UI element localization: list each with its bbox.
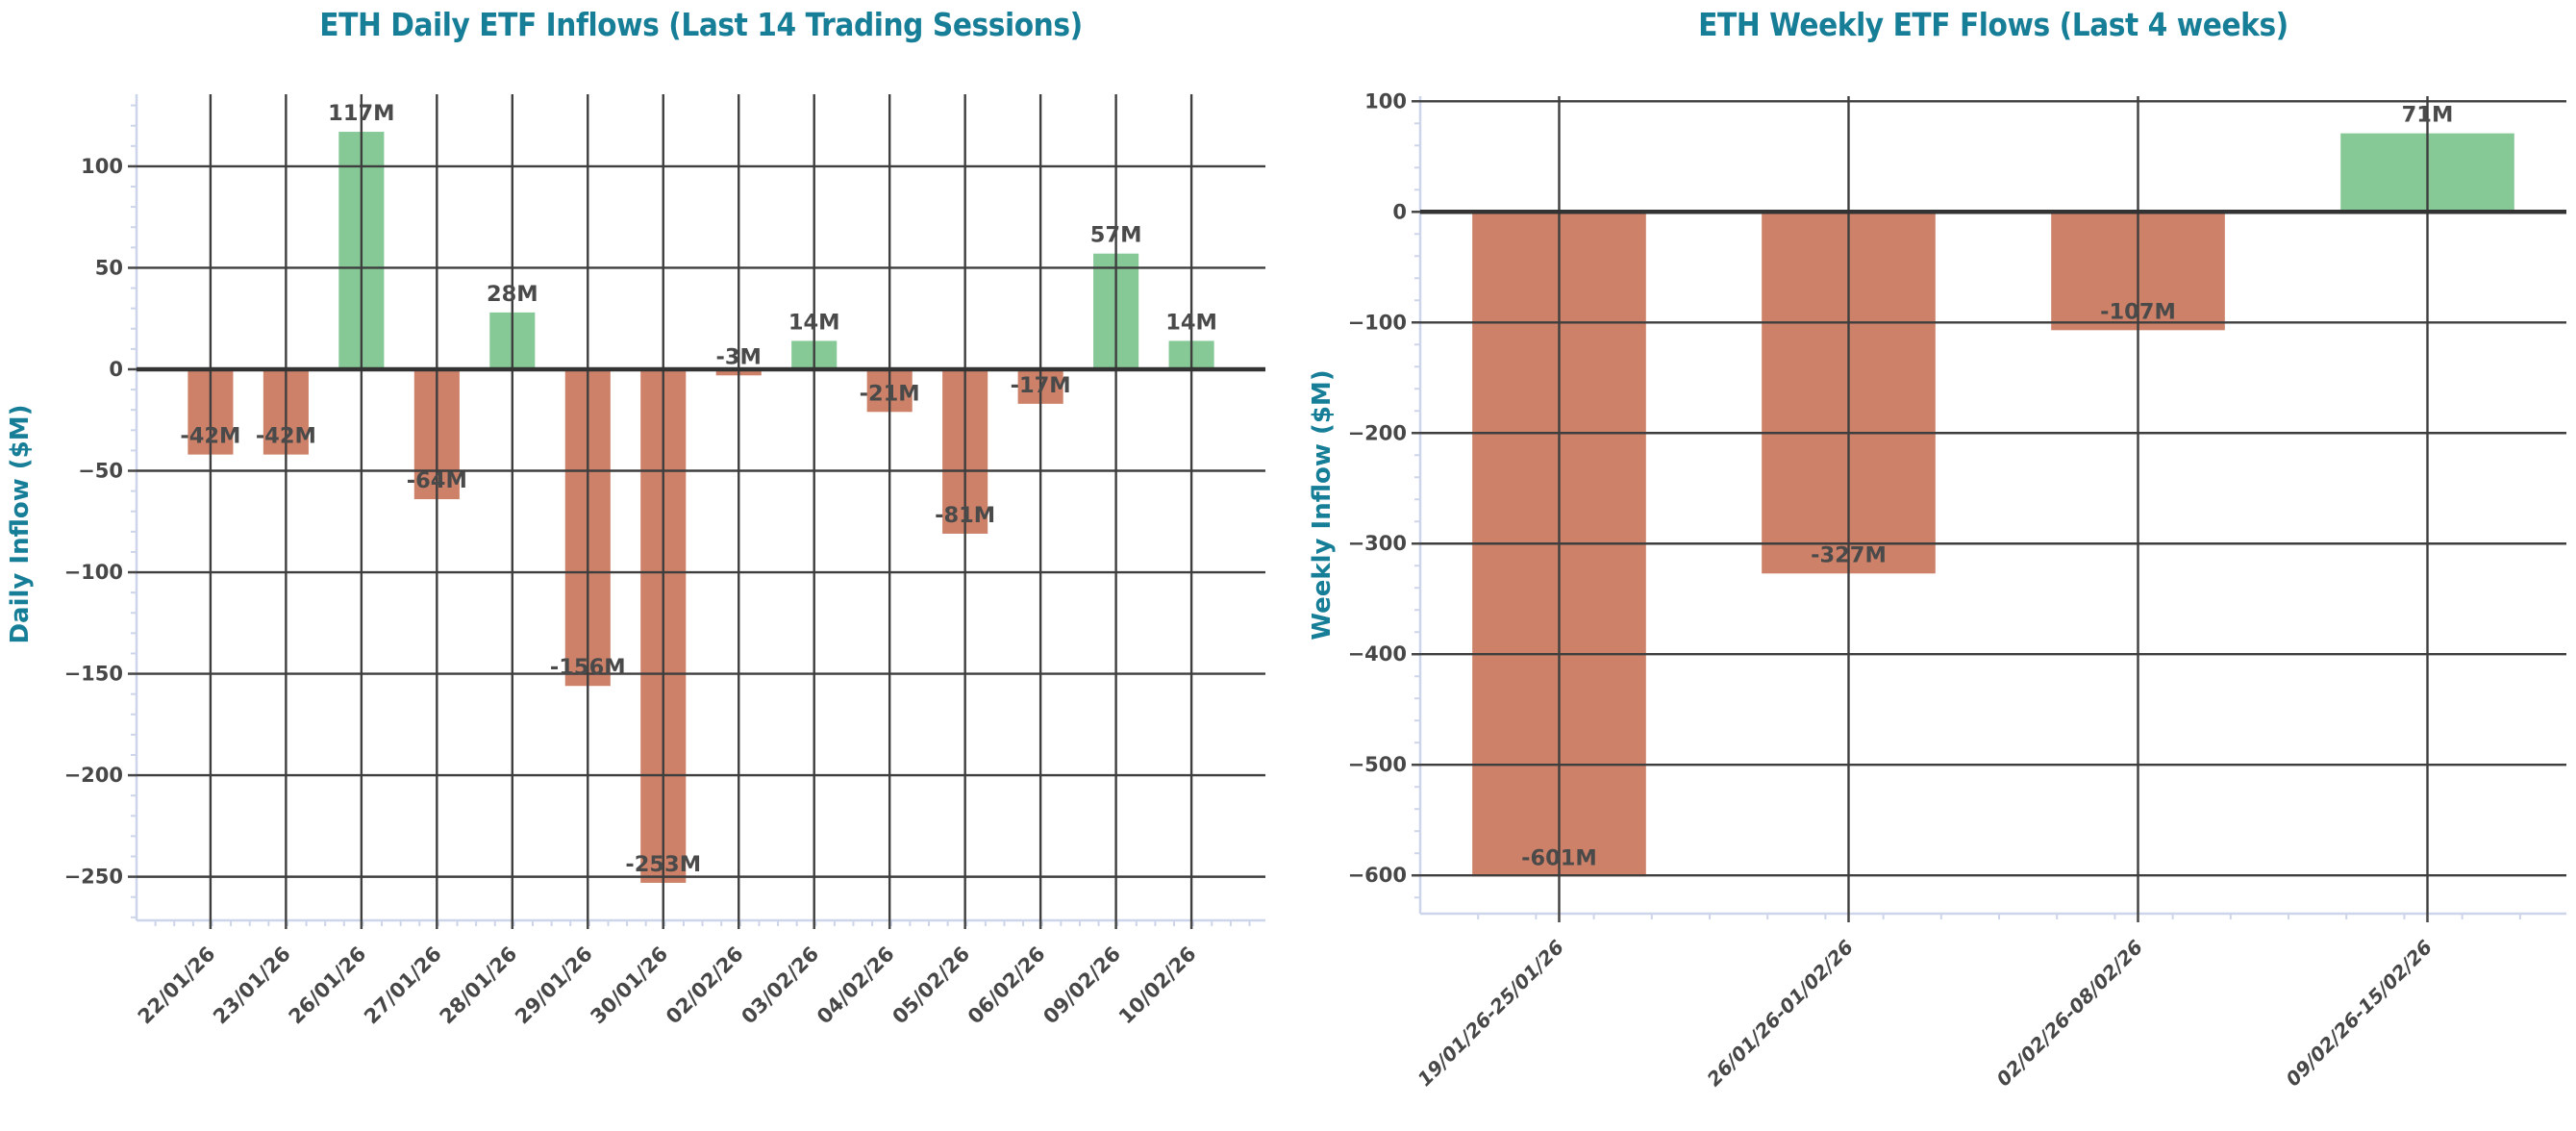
y-tick-label: −100 [1348,311,1407,334]
daily-y-axis-label: Daily Inflow ($M) [6,404,35,644]
bar-value-label: -42M [180,424,240,449]
bar-value-label: 14M [788,310,840,335]
y-tick-label: −500 [1348,753,1407,776]
x-tick-label: 09/02/26-15/02/26 [2281,936,2437,1092]
x-tick-label: 30/01/26 [586,942,672,1029]
y-tick-label: −200 [1348,421,1407,444]
x-tick-label: 02/02/26-08/02/26 [1991,936,2147,1092]
bar-value-label: -3M [716,344,762,369]
x-tick-label: 22/01/26 [134,942,220,1029]
y-tick-label: 100 [1364,89,1407,113]
x-tick-label: 23/01/26 [209,942,295,1029]
x-tick-label: 04/02/26 [813,942,899,1029]
bar-value-label: -81M [935,503,995,528]
x-tick-label: 10/02/26 [1114,942,1201,1029]
bar-value-label: 57M [1090,223,1142,248]
x-tick-label: 06/02/26 [963,942,1050,1029]
x-tick-label: 09/02/26 [1038,942,1125,1029]
y-tick-label: −200 [64,764,123,787]
y-tick-label: 50 [95,256,123,279]
bar-value-label: -107M [2100,299,2176,324]
y-tick-label: 0 [109,358,123,381]
x-tick-label: 03/02/26 [737,942,823,1029]
bar-value-label: -253M [625,852,701,877]
daily-chart-title: ETH Daily ETF Inflows (Last 14 Trading S… [319,6,1083,43]
bar-value-label: 71M [2402,103,2454,128]
bar-value-label: -156M [550,655,626,680]
y-tick-label: −400 [1348,642,1407,666]
bar-value-label: 14M [1165,310,1217,335]
x-tick-label: 19/01/26-25/01/26 [1413,936,1568,1092]
bar-value-label: -17M [1011,373,1071,398]
bar-value-label: -21M [860,381,920,406]
bar-value-label: 28M [487,282,538,307]
x-tick-label: 26/01/26-01/02/26 [1702,936,1858,1092]
y-tick-label: −150 [64,663,123,686]
bar-value-label: -42M [256,424,316,449]
bar-value-label: 117M [328,101,394,126]
y-tick-label: 100 [81,155,123,178]
x-tick-label: 28/01/26 [436,942,522,1029]
x-tick-label: 29/01/26 [511,942,597,1029]
x-tick-label: 02/02/26 [662,942,748,1029]
y-tick-label: −600 [1348,864,1407,887]
y-tick-label: −100 [64,561,123,584]
y-tick-label: −250 [64,866,123,889]
bar-value-label: -601M [1521,845,1597,870]
x-tick-label: 05/02/26 [888,942,974,1029]
x-tick-label: 26/01/26 [285,942,371,1029]
y-tick-label: −50 [78,460,123,483]
bar-value-label: -327M [1811,542,1887,567]
bar-value-label: -64M [407,468,467,493]
weekly-chart-title: ETH Weekly ETF Flows (Last 4 weeks) [1698,6,2288,43]
x-tick-label: 27/01/26 [360,942,446,1029]
weekly-y-axis-label: Weekly Inflow ($M) [1308,369,1337,641]
y-tick-label: −300 [1348,532,1407,555]
y-tick-label: 0 [1392,200,1407,223]
